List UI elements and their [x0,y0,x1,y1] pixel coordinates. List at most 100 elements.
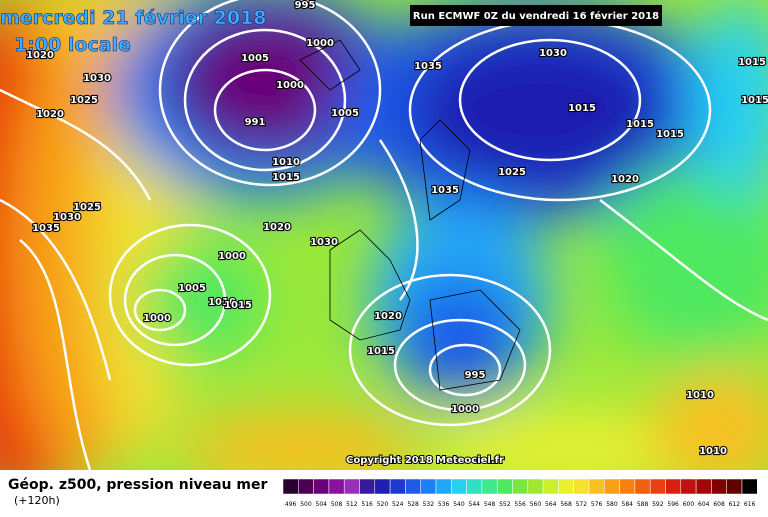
isobar-label: 1020 [611,174,639,185]
isobar-label: 1035 [414,61,442,72]
legend-label: 536 [438,501,450,508]
isobar-label: 1035 [32,223,60,234]
legend-swatch [328,478,345,495]
isobar-label: 1025 [70,95,98,106]
isobar-label: 1010 [208,297,236,308]
date-title: mercredi 21 février 2018 [0,7,267,29]
legend-swatch [604,478,620,495]
legend-label: 504 [316,501,328,508]
isobar-label: 991 [245,117,266,128]
copyright: Copyright 2018 Meteociel.fr [346,455,504,466]
legend-label: 568 [560,501,572,508]
isobar-label: 1015 [626,119,654,130]
legend-swatch [481,478,498,495]
legend-swatch [435,478,452,495]
legend-swatch [726,478,743,495]
legend-swatch [634,478,651,495]
legend-swatch [649,478,666,495]
isobar-label: 1005 [241,53,269,64]
isobar-label: 995 [465,370,486,381]
isobar-label: 1020 [263,222,291,233]
isobar-label: 1020 [374,311,402,322]
legend-label: 516 [361,501,373,508]
legend-label: 500 [300,501,312,508]
time-title: 1:00 locale [14,34,131,56]
legend-label: 612 [729,501,741,508]
legend-label: 572 [576,501,588,508]
legend-swatch [665,478,682,495]
legend-swatch [695,478,712,495]
legend-label: 520 [377,501,389,508]
legend-swatch [527,478,544,495]
isobar-label: 1000 [306,38,334,49]
legend-label: 524 [392,501,404,508]
legend-label: 528 [407,501,419,508]
legend-swatch [451,478,467,495]
isobar-label: 1010 [686,390,714,401]
legend-swatch [313,478,330,495]
isobar-label: 1025 [73,202,101,213]
isobar-label: 1030 [83,73,111,84]
legend: 496 500 504 508 512 516 520 524 528 532 536 540 544 5… [282,478,758,508]
legend-swatch [282,478,299,495]
legend-swatch [405,478,421,495]
legend-swatch [558,478,574,495]
legend-label: 600 [683,501,695,508]
isobar-label: 1030 [53,212,81,223]
isobar-label: 1010 [699,446,727,457]
isobar-label: 1005 [178,283,206,294]
run-box [410,5,662,26]
legend-label: 604 [698,501,710,508]
legend-swatch [496,478,513,495]
isobar-label: 1030 [310,237,338,248]
isobar-label: 1000 [143,313,171,324]
legend-label: 608 [713,501,725,508]
footer-title: Géop. z500, pression niveau mer [8,477,267,493]
legend-swatch [741,478,758,495]
legend-swatch [359,478,376,495]
legend-label: 512 [346,501,358,508]
legend-label: 580 [606,501,618,508]
legend-label: 496 [285,501,297,508]
legend-label: 532 [423,501,435,508]
legend-swatch [389,478,406,495]
legend-swatch [542,478,559,495]
legend-label: 556 [514,501,526,508]
legend-label: 548 [484,501,496,508]
isobar-labels: 9951000100510009911005101010151030102510… [25,0,768,458]
isobar-label: 1020 [26,50,54,61]
isobar-label: 1015 [738,57,766,68]
legend-label: 592 [652,501,664,508]
isobar-label: 1015 [656,129,684,140]
legend-label: 564 [545,501,557,508]
legend-label: 588 [637,501,649,508]
isobar-label: 1015 [741,95,768,106]
isobar-label: 995 [295,0,316,11]
coastlines [299,39,521,391]
legend-label: 560 [530,501,542,508]
legend-label: 544 [469,501,481,508]
legend-swatch [588,478,605,495]
legend-swatch [343,478,360,495]
legend-swatch [680,478,697,495]
isobar-label: 1000 [276,80,304,91]
isobar-label: 1030 [539,48,567,59]
isobar-label: 1015 [272,172,300,183]
legend-swatch [420,478,437,495]
legend-swatch [512,478,529,495]
run-info: Run ECMWF 0Z du vendredi 16 février 2018 [413,10,659,22]
isobar-label: 1015 [224,300,252,311]
isobar-label: 1005 [331,108,359,119]
legend-label: 584 [622,501,634,508]
legend-label: 576 [591,501,603,508]
legend-label: 596 [667,501,679,508]
legend-swatch [573,478,590,495]
footer-lead: (+120h) [14,494,60,507]
isobar-label: 1025 [498,167,526,178]
isobar-label: 1035 [431,185,459,196]
isobar-label: 1015 [367,346,395,357]
isobar-label: 1020 [36,109,64,120]
isobar-label: 1010 [272,157,300,168]
